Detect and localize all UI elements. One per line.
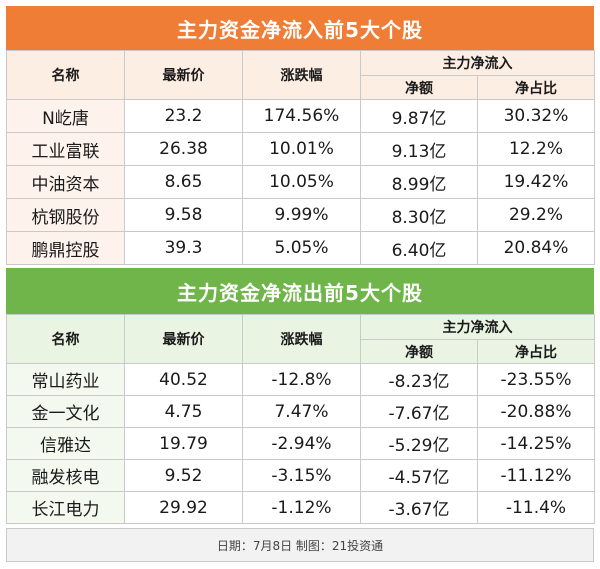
stock-name: 工业富联 — [6, 132, 125, 166]
outflow-header-ratio: 净占比 — [477, 339, 595, 364]
table-row: 信雅达 19.79 -2.94% -5.29亿 -14.25% — [6, 427, 595, 460]
stock-name: 常山药业 — [6, 363, 125, 396]
stock-ratio: 30.32% — [477, 99, 595, 133]
stock-net: 8.99亿 — [360, 165, 478, 199]
stock-change: 9.99% — [242, 198, 361, 232]
stock-change: -2.94% — [242, 427, 361, 460]
stock-net: 9.13亿 — [360, 132, 478, 166]
table-row: 长江电力 29.92 -1.12% -3.67亿 -11.4% — [6, 491, 595, 524]
table-row: 工业富联 26.38 10.01% 9.13亿 12.2% — [6, 132, 595, 166]
stock-price: 29.92 — [124, 491, 243, 524]
table-row: 金一文化 4.75 7.47% -7.67亿 -20.88% — [6, 395, 595, 428]
stock-change: -3.15% — [242, 459, 361, 492]
table-row: 中油资本 8.65 10.05% 8.99亿 19.42% — [6, 165, 595, 199]
stock-name: 杭钢股份 — [6, 198, 125, 232]
outflow-header-change: 涨跌幅 — [242, 314, 361, 364]
stock-name: 融发核电 — [6, 459, 125, 492]
stock-net: 6.40亿 — [360, 231, 478, 265]
outflow-title: 主力资金净流出前5大个股 — [6, 268, 594, 314]
stock-net: 8.30亿 — [360, 198, 478, 232]
stock-net: -7.67亿 — [360, 395, 478, 428]
outflow-table: 名称 最新价 涨跌幅 主力净流入 净额 净占比 常山药业 40.52 -12.8… — [6, 314, 595, 524]
stock-name: 金一文化 — [6, 395, 125, 428]
stock-ratio: 29.2% — [477, 198, 595, 232]
stock-price: 9.58 — [124, 198, 243, 232]
stock-ratio: -11.4% — [477, 491, 595, 524]
stock-price: 23.2 — [124, 99, 243, 133]
table-row: 杭钢股份 9.58 9.99% 8.30亿 29.2% — [6, 198, 595, 232]
stock-price: 39.3 — [124, 231, 243, 265]
stock-ratio: -20.88% — [477, 395, 595, 428]
stock-change: 174.56% — [242, 99, 361, 133]
outflow-header-group: 主力净流入 — [360, 314, 595, 340]
stock-price: 26.38 — [124, 132, 243, 166]
outflow-header-price: 最新价 — [124, 314, 243, 364]
stock-change: 10.01% — [242, 132, 361, 166]
stock-name: 中油资本 — [6, 165, 125, 199]
inflow-header-name: 名称 — [6, 50, 125, 100]
table-row: N屹唐 23.2 174.56% 9.87亿 30.32% — [6, 99, 595, 133]
inflow-header-ratio: 净占比 — [477, 75, 595, 100]
stock-ratio: 12.2% — [477, 132, 595, 166]
outflow-header-net: 净额 — [360, 339, 478, 364]
stock-ratio: 19.42% — [477, 165, 595, 199]
stock-net: 9.87亿 — [360, 99, 478, 133]
stock-price: 19.79 — [124, 427, 243, 460]
stock-name: 长江电力 — [6, 491, 125, 524]
stock-change: -12.8% — [242, 363, 361, 396]
table-row: 融发核电 9.52 -3.15% -4.57亿 -11.12% — [6, 459, 595, 492]
stock-net: -8.23亿 — [360, 363, 478, 396]
stock-change: 7.47% — [242, 395, 361, 428]
inflow-header-group: 主力净流入 — [360, 50, 595, 76]
stock-ratio: -14.25% — [477, 427, 595, 460]
table-row: 鹏鼎控股 39.3 5.05% 6.40亿 20.84% — [6, 231, 595, 265]
stock-ratio: -11.12% — [477, 459, 595, 492]
inflow-header-price: 最新价 — [124, 50, 243, 100]
stock-change: 5.05% — [242, 231, 361, 265]
inflow-subheader-row: 净额 净占比 — [7, 75, 595, 100]
stock-price: 4.75 — [124, 395, 243, 428]
outflow-header-row: 名称 最新价 涨跌幅 主力净流入 — [6, 314, 595, 364]
inflow-header-net: 净额 — [360, 75, 478, 100]
inflow-header-change: 涨跌幅 — [242, 50, 361, 100]
footer-caption: 日期：7月8日 制图：21投资通 — [6, 528, 594, 562]
stock-price: 40.52 — [124, 363, 243, 396]
inflow-table: 名称 最新价 涨跌幅 主力净流入 净额 净占比 N屹唐 23.2 174.56%… — [6, 50, 595, 265]
stock-name: N屹唐 — [6, 99, 125, 133]
stock-ratio: 20.84% — [477, 231, 595, 265]
outflow-header-name: 名称 — [6, 314, 125, 364]
stock-ratio: -23.55% — [477, 363, 595, 396]
stock-net: -3.67亿 — [360, 491, 478, 524]
stock-name: 鹏鼎控股 — [6, 231, 125, 265]
stock-change: -1.12% — [242, 491, 361, 524]
table-row: 常山药业 40.52 -12.8% -8.23亿 -23.55% — [6, 363, 595, 396]
stock-change: 10.05% — [242, 165, 361, 199]
stock-price: 8.65 — [124, 165, 243, 199]
stock-price: 9.52 — [124, 459, 243, 492]
stock-name: 信雅达 — [6, 427, 125, 460]
inflow-title: 主力资金净流入前5大个股 — [6, 6, 594, 50]
stock-net: -5.29亿 — [360, 427, 478, 460]
inflow-header-row: 名称 最新价 涨跌幅 主力净流入 — [6, 50, 595, 100]
stock-net: -4.57亿 — [360, 459, 478, 492]
